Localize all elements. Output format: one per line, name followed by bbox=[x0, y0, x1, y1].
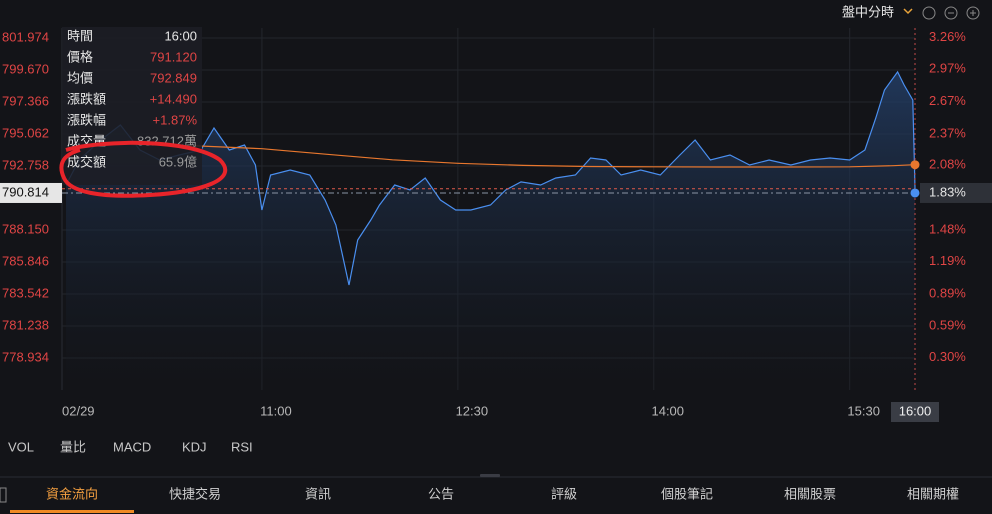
zoom-out-icon[interactable] bbox=[944, 6, 958, 20]
tooltip-value: +1.87% bbox=[153, 112, 198, 127]
y-tick-label: 801.974 bbox=[2, 29, 49, 44]
annotation-circle bbox=[59, 140, 228, 198]
y2-tick-label: 1.48% bbox=[929, 222, 966, 237]
drag-handle[interactable] bbox=[480, 474, 500, 477]
y-tick-label: 785.846 bbox=[2, 253, 49, 268]
average-dot bbox=[910, 160, 920, 170]
y2-tick-label: 0.59% bbox=[929, 318, 966, 333]
y-tick-label: 788.150 bbox=[2, 221, 49, 236]
price-area bbox=[66, 71, 915, 391]
zoom-in-icon[interactable] bbox=[966, 6, 980, 20]
tooltip-label: 均價 bbox=[67, 70, 93, 85]
price-line bbox=[65, 70, 916, 286]
average-line bbox=[131, 143, 916, 168]
tab[interactable]: 相關期權 bbox=[907, 486, 959, 501]
indicator-button[interactable]: VOL bbox=[8, 439, 34, 454]
crosshair-y2-label: 1.83% bbox=[929, 184, 966, 199]
zoom-in-plus bbox=[970, 10, 976, 16]
crosshair-x-box bbox=[891, 402, 939, 422]
tab-underline bbox=[10, 510, 134, 513]
y2-tick-label: 2.67% bbox=[929, 93, 966, 108]
tab[interactable]: 相關股票 bbox=[784, 486, 836, 501]
tooltip-value: +14.490 bbox=[150, 91, 197, 106]
crosshair-dot bbox=[910, 188, 920, 198]
y-tick-label: 795.062 bbox=[2, 125, 49, 140]
indicator-button[interactable]: KDJ bbox=[182, 439, 207, 454]
tooltip-value: 791.120 bbox=[150, 49, 197, 64]
x-tick-label: 11:00 bbox=[260, 403, 292, 418]
tooltip-label: 漲跌幅 bbox=[67, 112, 106, 127]
x-tick-label: 14:00 bbox=[651, 403, 684, 418]
y2-tick-label: 3.26% bbox=[929, 29, 966, 44]
tooltip-panel bbox=[62, 27, 202, 185]
y-tick-label: 778.934 bbox=[2, 349, 49, 364]
x-tick-label: 15:30 bbox=[847, 403, 880, 418]
y-tick-label: 799.670 bbox=[2, 61, 49, 76]
y2-tick-label: 0.89% bbox=[929, 285, 966, 300]
y-tick-label: 797.366 bbox=[2, 93, 49, 108]
mode-selector[interactable]: 盤中分時 bbox=[842, 4, 894, 19]
tab[interactable]: 快捷交易 bbox=[169, 486, 221, 501]
y2-tick-label: 2.37% bbox=[929, 125, 966, 140]
tab[interactable]: 資訊 bbox=[305, 486, 331, 501]
crosshair-x-label: 16:00 bbox=[899, 403, 932, 418]
y2-tick-label: 2.08% bbox=[929, 157, 966, 172]
tab[interactable]: 資金流向 bbox=[46, 486, 98, 501]
tooltip-value: 65.9億 bbox=[159, 154, 197, 169]
tooltip-value: 792.849 bbox=[150, 70, 197, 85]
tooltip-label: 漲跌額 bbox=[67, 91, 106, 106]
tooltip-label: 價格 bbox=[67, 49, 93, 64]
undo-icon[interactable] bbox=[922, 6, 936, 20]
tab[interactable]: 公告 bbox=[428, 486, 454, 501]
x-tick-label: 12:30 bbox=[456, 403, 489, 418]
x-tick-label: 02/29 bbox=[62, 403, 95, 418]
tooltip-label: 成交額 bbox=[67, 154, 106, 169]
indicator-button[interactable]: 量比 bbox=[60, 439, 86, 454]
y2-tick-label: 0.30% bbox=[929, 349, 966, 364]
y-tick-label: 783.542 bbox=[2, 285, 49, 300]
y2-tick-label: 2.97% bbox=[929, 61, 966, 76]
y-tick-label: 792.758 bbox=[2, 157, 49, 172]
tab[interactable]: 個股筆記 bbox=[661, 486, 713, 501]
tab[interactable]: 評級 bbox=[551, 486, 577, 501]
indicator-button[interactable]: RSI bbox=[231, 439, 253, 454]
indicator-button[interactable]: MACD bbox=[113, 439, 151, 454]
crosshair-y-box bbox=[0, 182, 62, 203]
y2-tick-label: 1.19% bbox=[929, 253, 966, 268]
y-tick-label: 781.238 bbox=[2, 317, 49, 332]
crosshair-y-label: 790.814 bbox=[2, 184, 49, 199]
panel-icon[interactable] bbox=[0, 487, 7, 503]
tooltip-label: 時間 bbox=[67, 28, 93, 43]
crosshair-y2-box bbox=[920, 182, 992, 203]
tooltip-value: 16:00 bbox=[164, 28, 197, 43]
dropdown-arrow[interactable] bbox=[903, 8, 913, 15]
